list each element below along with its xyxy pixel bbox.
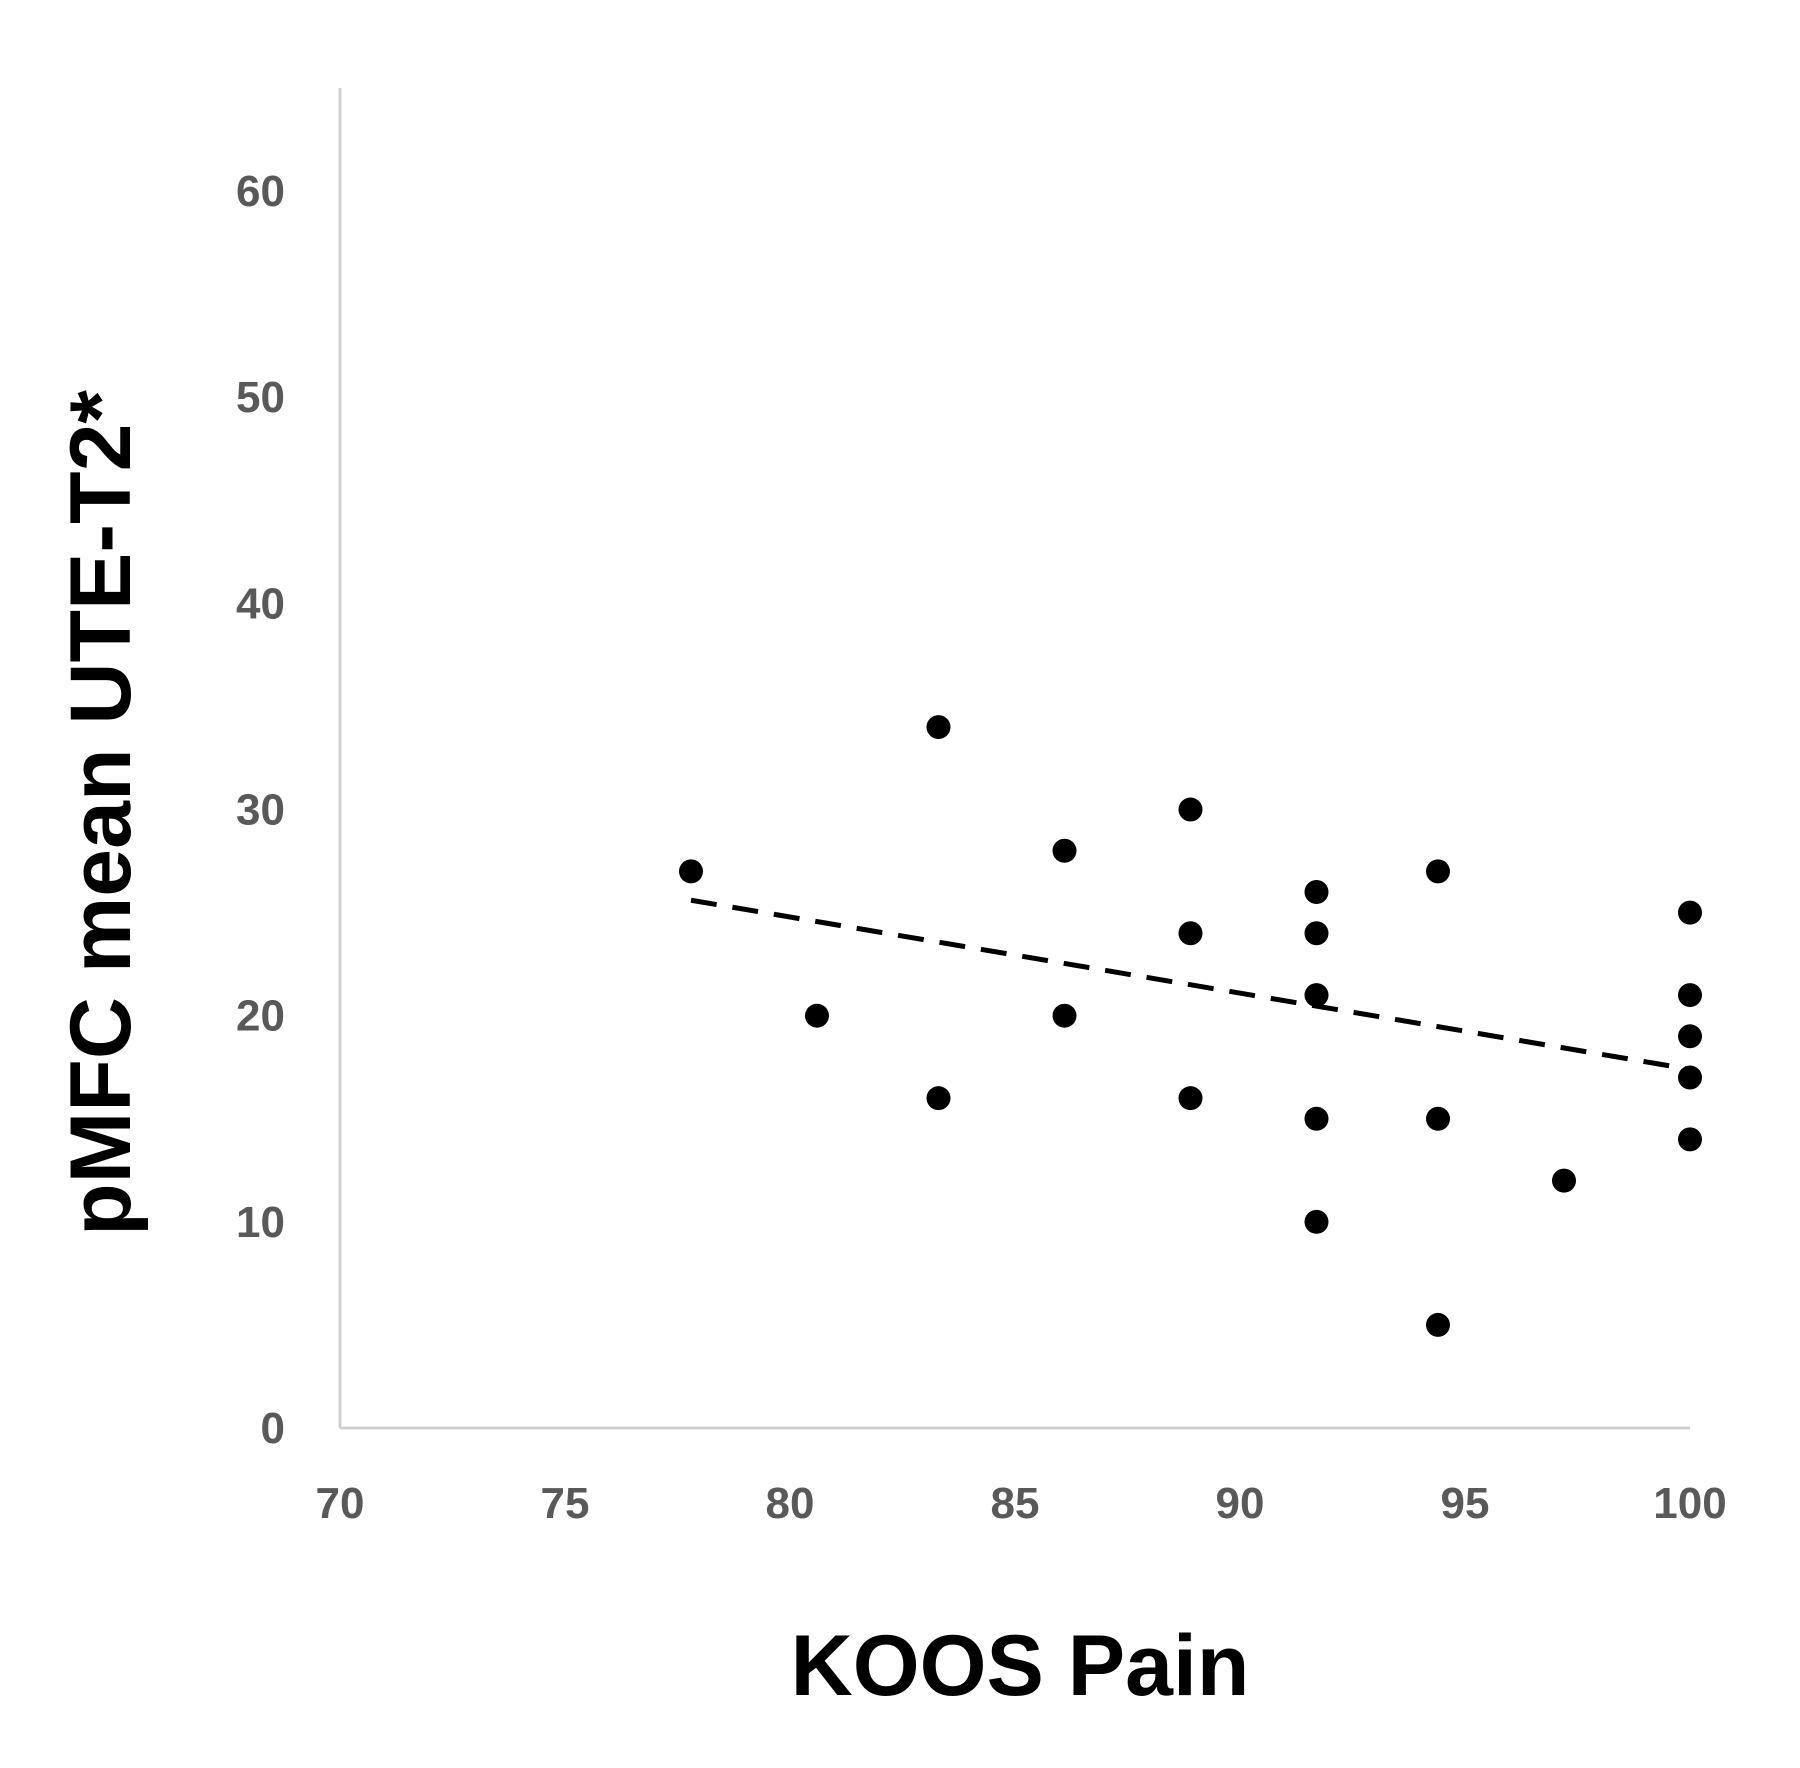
y-tick-label: 10 — [236, 1198, 285, 1247]
data-point — [1552, 1168, 1576, 1193]
data-point — [1304, 983, 1329, 1008]
data-point — [1426, 1106, 1450, 1131]
trend-line — [690, 897, 1691, 1072]
y-tick-label: 30 — [236, 786, 285, 835]
data-point — [1678, 983, 1702, 1008]
data-point — [1678, 900, 1702, 925]
data-points — [679, 715, 1702, 1337]
data-point — [679, 859, 703, 884]
data-point — [1304, 921, 1329, 946]
x-tick-labels: 70 75 80 85 90 95 100 — [316, 1479, 1727, 1528]
y-tick-label: 0 — [261, 1404, 285, 1453]
data-point — [1678, 1065, 1702, 1090]
x-tick-label: 90 — [1216, 1479, 1265, 1528]
data-point — [805, 1003, 829, 1028]
data-point — [926, 715, 951, 740]
data-point — [1304, 1106, 1329, 1131]
x-tick-label: 80 — [766, 1479, 815, 1528]
data-point — [1426, 1312, 1450, 1337]
data-point — [926, 1086, 951, 1111]
data-point — [1678, 1127, 1702, 1152]
data-point — [1678, 1024, 1702, 1049]
y-tick-label: 50 — [236, 373, 285, 422]
x-axis-title: KOOS Pain — [791, 1618, 1250, 1714]
axes — [338, 88, 1690, 1430]
data-point — [1304, 880, 1329, 904]
data-point — [1178, 797, 1203, 822]
x-tick-label: 85 — [991, 1479, 1040, 1528]
data-point — [1426, 859, 1450, 884]
data-point — [1052, 1003, 1077, 1028]
y-tick-label: 40 — [236, 579, 285, 628]
x-tick-label: 70 — [316, 1479, 365, 1528]
data-point — [1178, 1086, 1203, 1111]
x-tick-label: 95 — [1441, 1479, 1490, 1528]
data-point — [1052, 838, 1077, 863]
y-tick-labels: 0 10 20 30 40 50 60 — [236, 167, 285, 1453]
data-point — [1304, 1209, 1329, 1234]
y-tick-label: 60 — [236, 167, 285, 216]
x-tick-label: 100 — [1653, 1479, 1726, 1528]
x-tick-label: 75 — [541, 1479, 590, 1528]
y-axis-title: pMFC mean UTE-T2* — [53, 390, 149, 1236]
data-point — [1178, 921, 1203, 946]
y-tick-label: 20 — [236, 992, 285, 1041]
